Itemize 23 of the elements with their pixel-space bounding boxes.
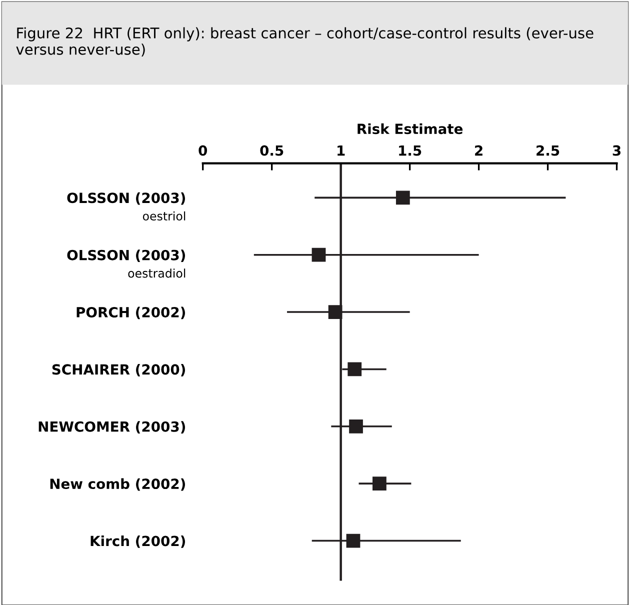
- point: [372, 476, 386, 491]
- x-tick-label: 0.5: [260, 145, 284, 156]
- x-tick-label: 1: [338, 145, 345, 156]
- x-tick-label: 3: [612, 145, 620, 156]
- y-tick-label: SCHAIRER (2000): [52, 364, 186, 376]
- y-tick-label: NEWCOMER (2003): [38, 421, 185, 434]
- category-label: OLSSON (2003) oestradiol: [67, 250, 186, 278]
- point: [396, 190, 410, 205]
- point: [349, 419, 363, 434]
- category-label: OLSSON (2003) oestriol: [67, 192, 186, 221]
- y-tick-label: PORCH (2002): [76, 306, 185, 320]
- point: [328, 305, 342, 319]
- chart-title: Figure 22 HRT (ERT only): breast cancer – cohort/case-control results (ever-use versus never-use): [16, 27, 594, 57]
- x-tick-label: 2: [475, 145, 482, 156]
- x-axis-title: Risk Estimate: [358, 123, 463, 134]
- y-tick-label: Kirch (2002): [90, 535, 185, 548]
- y-tick-label: New comb (2002): [50, 478, 185, 491]
- x-tick-label: 1.5: [399, 145, 422, 156]
- point: [348, 362, 362, 376]
- point: [346, 534, 360, 548]
- x-tick-label: 0: [198, 145, 208, 156]
- point: [312, 248, 326, 262]
- x-tick-label: 2.5: [536, 145, 560, 156]
